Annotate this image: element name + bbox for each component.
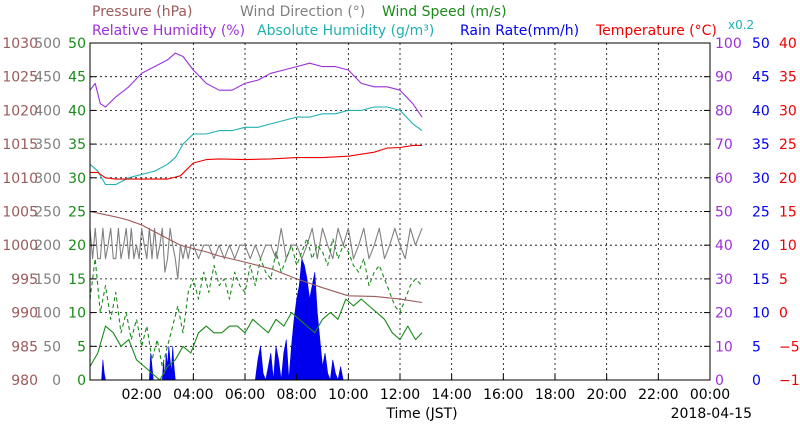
x-tick-label: 20:00: [586, 387, 626, 403]
y-tick-label-temperature: −10: [779, 373, 800, 389]
y-tick-label-rain-rate: 50: [752, 36, 770, 52]
y-tick-label-wind-speed: 20: [68, 238, 86, 254]
y-tick-label-relative-humidity: 20: [715, 306, 733, 322]
y-tick-label-rain-rate: 35: [752, 137, 770, 153]
y-tick-label-relative-humidity: 60: [715, 171, 733, 187]
y-tick-label-pressure: 1015: [2, 137, 38, 153]
y-tick-label-wind-speed: 15: [68, 272, 86, 288]
legend-item: Wind Direction (°): [240, 4, 365, 20]
y-tick-label-wind-direction: 200: [34, 238, 61, 254]
y-tick-label-wind-direction: 350: [34, 137, 61, 153]
y-tick-label-wind-direction: 450: [34, 70, 61, 86]
y-tick-label-temperature: 20: [779, 171, 797, 187]
x-tick-label: 14:00: [431, 387, 471, 403]
y-tick-label-wind-speed: 45: [68, 70, 86, 86]
x-tick-label: 08:00: [276, 387, 316, 403]
y-tick-label-temperature: 35: [779, 70, 797, 86]
y-tick-label-temperature: −5: [779, 339, 800, 355]
y-tick-label-pressure: 1010: [2, 171, 38, 187]
x-tick-label: 06:00: [225, 387, 265, 403]
y-tick-label-temperature: 15: [779, 205, 797, 221]
y-tick-label-rain-rate: 5: [752, 339, 761, 355]
date-label: 2018-04-15: [671, 406, 752, 422]
y-tick-label-wind-direction: 300: [34, 171, 61, 187]
y-tick-label-wind-direction: 50: [43, 339, 61, 355]
y-tick-label-wind-direction: 100: [34, 306, 61, 322]
y-tick-label-wind-speed: 0: [77, 373, 86, 389]
y-tick-label-pressure: 1000: [2, 238, 38, 254]
x-axis-label: Time (JST): [385, 406, 457, 422]
y-tick-label-wind-direction: 250: [34, 205, 61, 221]
y-tick-label-rain-rate: 10: [752, 306, 770, 322]
y-tick-label-relative-humidity: 50: [715, 205, 733, 221]
y-tick-label-wind-speed: 25: [68, 205, 86, 221]
y-tick-label-wind-speed: 10: [68, 306, 86, 322]
x-tick-label: 16:00: [483, 387, 523, 403]
y-tick-label-pressure: 985: [11, 339, 38, 355]
y-tick-label-relative-humidity: 80: [715, 103, 733, 119]
y-tick-label-rain-rate: 25: [752, 205, 770, 221]
y-tick-label-relative-humidity: 10: [715, 339, 733, 355]
axes-layer: 02:00 04:00 06:00 08:00 10:00 12:00 14:00 16:00…: [2, 36, 800, 403]
y-tick-label-rain-rate: 45: [752, 70, 770, 86]
legend-item: Relative Humidity (%): [92, 23, 245, 39]
x-tick-label: 18:00: [535, 387, 575, 403]
y-tick-label-wind-direction: 500: [34, 36, 61, 52]
y-tick-label-wind-speed: 50: [68, 36, 86, 52]
y-tick-label-pressure: 995: [11, 272, 38, 288]
x-tick-label: 02:00: [121, 387, 161, 403]
series-relative-humidity: [89, 52, 423, 118]
y-tick-label-wind-speed: 40: [68, 103, 86, 119]
y-tick-label-rain-rate: 30: [752, 171, 770, 187]
y-tick-label-wind-direction: 0: [52, 373, 61, 389]
legend-item: Absolute Humidity (g/m³): [257, 23, 434, 39]
series-wind-gust-dashed: [89, 237, 423, 368]
y-tick-label-temperature: 10: [779, 238, 797, 254]
y-tick-label-rain-rate: 40: [752, 103, 770, 119]
y-tick-label-rain-rate: 20: [752, 238, 770, 254]
y-tick-label-pressure: 1025: [2, 70, 38, 86]
y-tick-label-rain-rate: 15: [752, 272, 770, 288]
series-pressure-hpa: [89, 210, 423, 304]
legend-item: Wind Speed (m/s): [382, 4, 507, 20]
y-tick-label-wind-speed: 30: [68, 171, 86, 187]
y-tick-label-pressure: 1020: [2, 103, 38, 119]
y-tick-label-pressure: 990: [11, 306, 38, 322]
y-tick-label-pressure: 1030: [2, 36, 38, 52]
y-tick-label-relative-humidity: 30: [715, 272, 733, 288]
y-tick-label-temperature: 0: [779, 306, 788, 322]
y-tick-label-wind-speed: 5: [77, 339, 86, 355]
legend-item: Rain Rate(mm/h): [460, 23, 579, 39]
y-tick-label-rain-rate: 0: [752, 373, 761, 389]
y-tick-label-temperature: 25: [779, 137, 797, 153]
x-tick-label: 04:00: [173, 387, 213, 403]
x-tick-label: 22:00: [638, 387, 678, 403]
y-tick-label-temperature: 30: [779, 103, 797, 119]
y-tick-label-relative-humidity: 100: [715, 36, 742, 52]
y-tick-label-wind-direction: 400: [34, 103, 61, 119]
x-tick-label: 00:00: [690, 387, 730, 403]
y-tick-label-relative-humidity: 70: [715, 137, 733, 153]
series-temperature-c: [90, 144, 422, 180]
series-wind-speed-m-s: [89, 298, 423, 381]
y-tick-label-temperature: 40: [779, 36, 797, 52]
y-tick-label-pressure: 980: [11, 373, 38, 389]
y-tick-label-temperature: 5: [779, 272, 788, 288]
y-tick-label-pressure: 1005: [2, 205, 38, 221]
x-tick-label: 12:00: [380, 387, 420, 403]
series-wind-direction: [89, 227, 423, 280]
x-tick-label: 10:00: [328, 387, 368, 403]
y-tick-label-wind-speed: 35: [68, 137, 86, 153]
legend-scale-note: x0.2: [728, 18, 754, 32]
y-tick-label-wind-direction: 150: [34, 272, 61, 288]
y-tick-label-relative-humidity: 40: [715, 238, 733, 254]
legend-item: Pressure (hPa): [92, 4, 192, 20]
series-absolute-humidity-g-m: [89, 106, 423, 186]
y-tick-label-relative-humidity: 0: [715, 373, 724, 389]
legend: Pressure (hPa) Wind Direction (°) Wind Spe…: [92, 4, 754, 39]
legend-item: Temperature (°C): [595, 23, 717, 39]
y-tick-label-relative-humidity: 90: [715, 70, 733, 86]
